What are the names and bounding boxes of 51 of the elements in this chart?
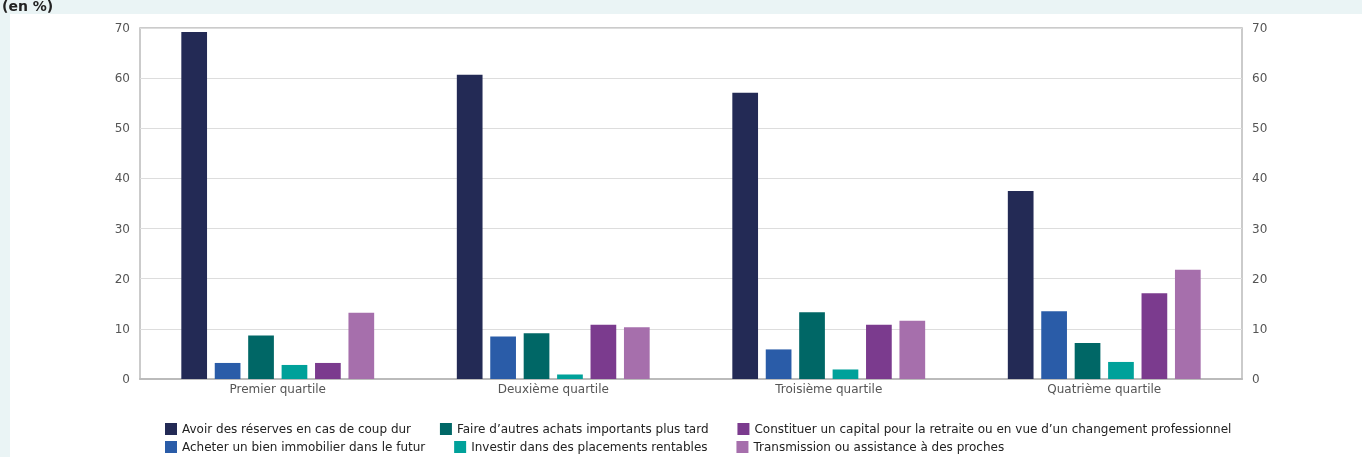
y2-tick-label: 50 xyxy=(1252,121,1268,136)
x-tick-label: Premier quartile xyxy=(229,382,326,396)
bar xyxy=(315,362,341,379)
legend-label: Constituer un capital pour la retraite ou en vue d’un changement professionnel xyxy=(754,422,1255,436)
x-tick-label: Deuxième quartile xyxy=(497,382,609,396)
y-tick-label: 40 xyxy=(114,171,130,186)
y-tick-label: 20 xyxy=(114,271,130,286)
bar xyxy=(348,312,375,379)
y2-tick-label: 30 xyxy=(1252,221,1268,236)
y2-tick-label: 10 xyxy=(1252,321,1268,336)
bar xyxy=(1007,190,1034,379)
y-axis-title: (en %) xyxy=(2,0,54,14)
y-tick-label: 0 xyxy=(122,372,130,386)
bar xyxy=(523,333,550,379)
bar xyxy=(248,335,274,379)
bar xyxy=(732,92,759,379)
bar xyxy=(623,327,650,379)
bar xyxy=(557,374,583,379)
y2-tick-label: 20 xyxy=(1252,271,1268,286)
x-tick-label: Quatrième quartile xyxy=(1047,382,1162,396)
x-tick-label: Troisième quartile xyxy=(774,382,883,396)
bar xyxy=(181,32,208,379)
bar xyxy=(799,312,825,379)
bar xyxy=(1041,311,1067,379)
bar xyxy=(590,324,617,379)
bar xyxy=(456,74,483,379)
y2-tick-label: 0 xyxy=(1252,372,1260,386)
y-tick-label: 60 xyxy=(114,71,130,86)
bar xyxy=(1108,361,1134,379)
legend-label: Acheter un bien immobilier dans le futur xyxy=(182,440,449,454)
bar xyxy=(1141,293,1168,379)
y-tick-label: 30 xyxy=(114,221,130,236)
bar xyxy=(832,369,859,379)
legend-label: Faire d’autres achats importants plus tard xyxy=(456,422,732,436)
y2-tick-label: 70 xyxy=(1252,21,1268,35)
bar xyxy=(1074,342,1101,379)
bar xyxy=(765,349,792,379)
bar xyxy=(490,336,516,379)
y-tick-label: 10 xyxy=(114,321,130,336)
bar xyxy=(1174,269,1201,379)
legend-label: Investir dans des placements rentables xyxy=(471,440,731,454)
bar xyxy=(281,364,308,379)
y-tick-label: 50 xyxy=(114,121,130,136)
bar xyxy=(899,320,926,379)
y-tick-label: 70 xyxy=(114,21,130,35)
legend-label: Transmission ou assistance à des proches xyxy=(752,440,1028,454)
legend-label: Avoir des réserves en cas de coup dur xyxy=(182,422,434,436)
bar xyxy=(866,324,892,379)
y2-tick-label: 60 xyxy=(1252,71,1268,86)
y2-tick-label: 40 xyxy=(1252,171,1268,186)
bar xyxy=(214,362,241,379)
